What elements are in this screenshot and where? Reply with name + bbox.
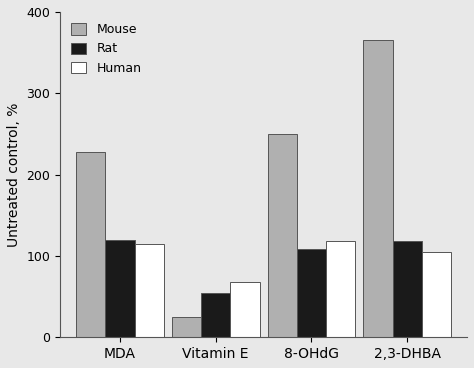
Bar xyxy=(76,152,105,337)
Bar xyxy=(105,240,135,337)
Bar xyxy=(172,317,201,337)
Bar xyxy=(326,241,356,337)
Bar xyxy=(135,244,164,337)
Bar xyxy=(201,293,230,337)
Bar xyxy=(267,134,297,337)
Bar xyxy=(230,282,260,337)
Y-axis label: Untreated control, %: Untreated control, % xyxy=(7,102,21,247)
Bar xyxy=(297,250,326,337)
Bar xyxy=(392,241,422,337)
Legend: Mouse, Rat, Human: Mouse, Rat, Human xyxy=(66,18,146,80)
Bar xyxy=(422,252,451,337)
Bar xyxy=(364,40,392,337)
